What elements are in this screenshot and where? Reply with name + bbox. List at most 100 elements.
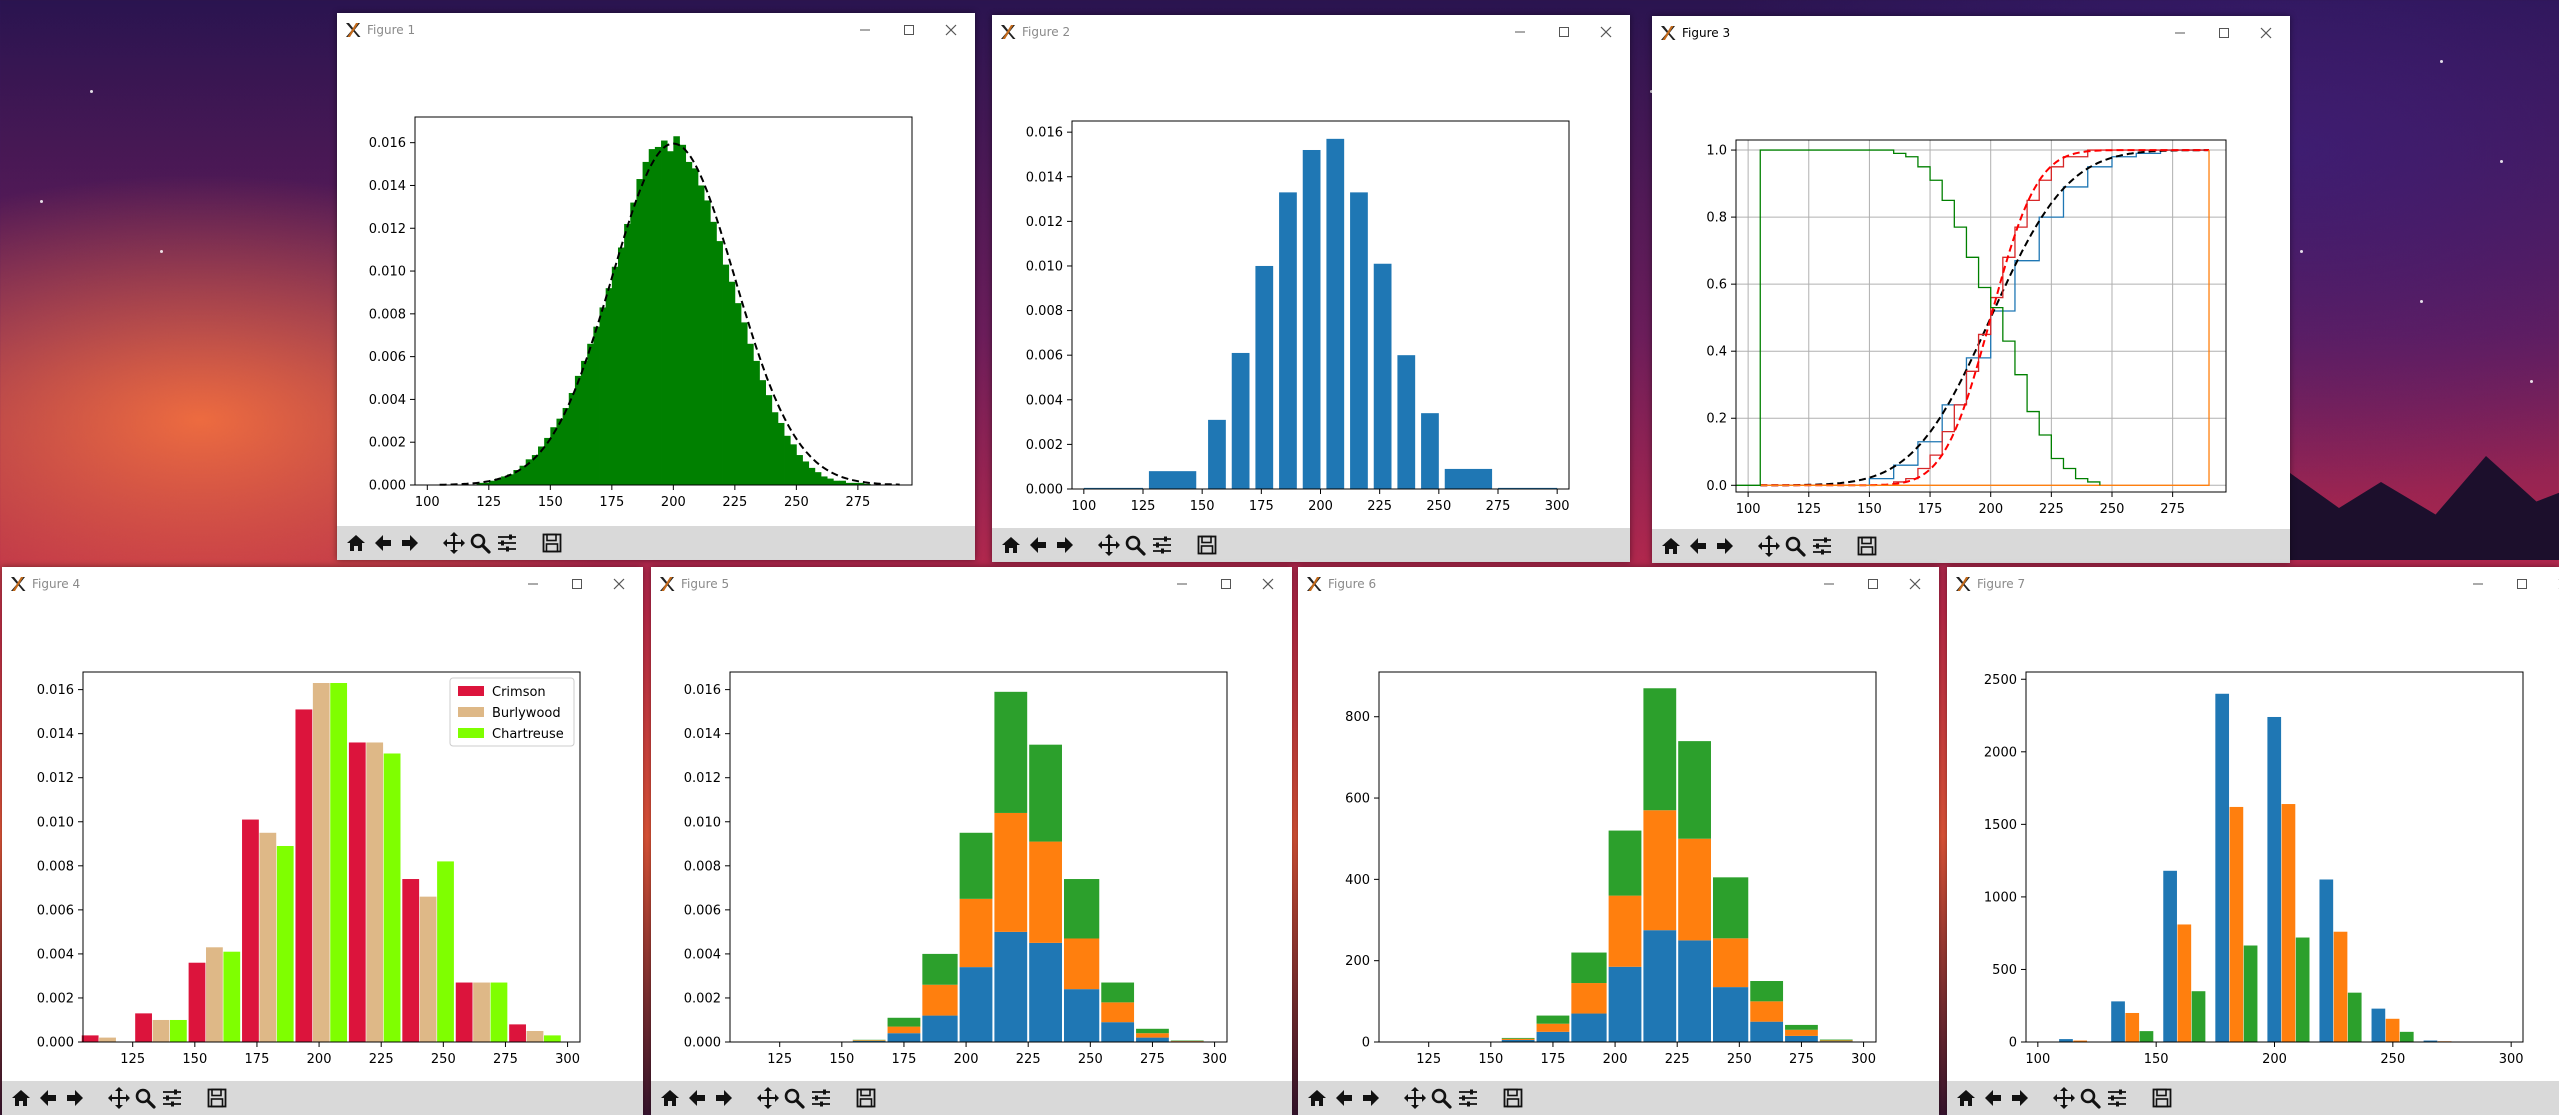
- home-button[interactable]: [1953, 1085, 1979, 1111]
- title-bar[interactable]: Figure 4: [2, 567, 643, 601]
- zoom-button[interactable]: [2077, 1085, 2103, 1111]
- maximize-button[interactable]: [557, 571, 597, 597]
- minimize-button[interactable]: [1809, 571, 1849, 597]
- configure-subplots-button[interactable]: [159, 1085, 185, 1111]
- maximize-button[interactable]: [1853, 571, 1893, 597]
- configure-subplots-button[interactable]: [2104, 1085, 2130, 1111]
- grouped-bar: [2295, 937, 2310, 1042]
- close-button[interactable]: [931, 17, 971, 43]
- stacked-bar-segment: [1819, 1040, 1853, 1042]
- back-button[interactable]: [1980, 1085, 2006, 1111]
- save-button[interactable]: [1500, 1085, 1526, 1111]
- back-button[interactable]: [1331, 1085, 1357, 1111]
- pan-button[interactable]: [1402, 1085, 1428, 1111]
- minimize-button[interactable]: [2458, 571, 2498, 597]
- figure-window-4[interactable]: Figure 4 Crimson Burlywood Chartreuse 125 150…: [2, 567, 643, 1115]
- figure-canvas[interactable]: 100 125 150 175 200 225 250 275 0.000 0.002 0.004 0…: [337, 47, 975, 526]
- title-bar[interactable]: Figure 3: [1652, 16, 2290, 50]
- maximize-button[interactable]: [1544, 19, 1584, 45]
- zoom-button[interactable]: [1782, 533, 1808, 559]
- forward-button[interactable]: [1712, 533, 1738, 559]
- pan-button[interactable]: [106, 1085, 132, 1111]
- configure-subplots-button[interactable]: [1149, 532, 1175, 558]
- save-button[interactable]: [204, 1085, 230, 1111]
- pan-button[interactable]: [755, 1085, 781, 1111]
- figure-canvas[interactable]: 125 150 175 200 225 250 275 300 0 200 400 600 800: [1298, 601, 1939, 1081]
- configure-subplots-button[interactable]: [808, 1085, 834, 1111]
- title-bar[interactable]: Figure 1: [337, 13, 975, 47]
- figure-canvas[interactable]: Crimson Burlywood Chartreuse 125 150 175 200 22…: [2, 601, 643, 1081]
- minimize-button[interactable]: [1500, 19, 1540, 45]
- forward-button[interactable]: [2007, 1085, 2033, 1111]
- save-button[interactable]: [1194, 532, 1220, 558]
- home-button[interactable]: [8, 1085, 34, 1111]
- pan-button[interactable]: [1096, 532, 1122, 558]
- figure-window-5[interactable]: Figure 5 125 150 175 200 225 250 275 300 0.000 0.0…: [651, 567, 1292, 1115]
- back-button[interactable]: [684, 1085, 710, 1111]
- maximize-button[interactable]: [2502, 571, 2542, 597]
- forward-button[interactable]: [1358, 1085, 1384, 1111]
- home-button[interactable]: [998, 532, 1024, 558]
- forward-button[interactable]: [397, 530, 423, 556]
- y-tick-label: 0.016: [684, 683, 721, 698]
- figure-window-7[interactable]: Figure 7 100 150 200 250 300 0 500 1000 1500 2000 2…: [1947, 567, 2559, 1115]
- configure-subplots-button[interactable]: [494, 530, 520, 556]
- pan-button[interactable]: [2051, 1085, 2077, 1111]
- zoom-button[interactable]: [781, 1085, 807, 1111]
- title-bar[interactable]: Figure 6: [1298, 567, 1939, 601]
- configure-subplots-button[interactable]: [1455, 1085, 1481, 1111]
- minimize-button[interactable]: [2160, 20, 2200, 46]
- y-tick-label: 0: [1362, 1036, 1370, 1051]
- close-button[interactable]: [1895, 571, 1935, 597]
- pan-button[interactable]: [441, 530, 467, 556]
- title-bar[interactable]: Figure 5: [651, 567, 1292, 601]
- save-button[interactable]: [853, 1085, 879, 1111]
- minimize-button[interactable]: [513, 571, 553, 597]
- save-button[interactable]: [2149, 1085, 2175, 1111]
- forward-button[interactable]: [62, 1085, 88, 1111]
- back-button[interactable]: [1025, 532, 1051, 558]
- figure-window-2[interactable]: Figure 2 100 125 150 175 200 225 250 275 300 0.000…: [992, 15, 1630, 562]
- save-button[interactable]: [539, 530, 565, 556]
- minimize-button[interactable]: [1162, 571, 1202, 597]
- plot-marks: [852, 691, 1204, 1042]
- title-bar[interactable]: Figure 2: [992, 15, 1630, 49]
- close-button[interactable]: [1586, 19, 1626, 45]
- navigation-toolbar: [1652, 529, 2290, 563]
- figure-window-3[interactable]: Figure 3 100 125 150 175 200 225 250 275 0.0 0.2 0.…: [1652, 16, 2290, 563]
- zoom-button[interactable]: [467, 530, 493, 556]
- configure-subplots-button[interactable]: [1809, 533, 1835, 559]
- close-button[interactable]: [2544, 571, 2559, 597]
- forward-button[interactable]: [711, 1085, 737, 1111]
- close-button[interactable]: [2246, 20, 2286, 46]
- figure-window-1[interactable]: Figure 1 100 125 150 175 200 225 250 275 0.000 0.0…: [337, 13, 975, 560]
- minimize-button[interactable]: [845, 17, 885, 43]
- back-button[interactable]: [1685, 533, 1711, 559]
- figure-canvas[interactable]: 100 125 150 175 200 225 250 275 0.0 0.2 0.4 0.6 0.8 1…: [1652, 50, 2290, 529]
- x-tick-label: 250: [431, 1052, 456, 1067]
- zoom-button[interactable]: [1428, 1085, 1454, 1111]
- close-button[interactable]: [599, 571, 639, 597]
- back-button[interactable]: [370, 530, 396, 556]
- figure-canvas[interactable]: 100 125 150 175 200 225 250 275 300 0.000 0.002 0.0…: [992, 49, 1630, 528]
- zoom-button[interactable]: [132, 1085, 158, 1111]
- home-button[interactable]: [1304, 1085, 1330, 1111]
- figure-canvas[interactable]: 100 150 200 250 300 0 500 1000 1500 2000 2500: [1947, 601, 2559, 1081]
- forward-button[interactable]: [1052, 532, 1078, 558]
- maximize-button[interactable]: [889, 17, 929, 43]
- figure-canvas[interactable]: 125 150 175 200 225 250 275 300 0.000 0.002 0.004 0…: [651, 601, 1292, 1081]
- home-button[interactable]: [1658, 533, 1684, 559]
- pan-button[interactable]: [1756, 533, 1782, 559]
- maximize-button[interactable]: [2204, 20, 2244, 46]
- zoom-button[interactable]: [1122, 532, 1148, 558]
- home-button[interactable]: [657, 1085, 683, 1111]
- stacked-bar-segment: [1750, 981, 1784, 1002]
- back-button[interactable]: [35, 1085, 61, 1111]
- title-bar[interactable]: Figure 7: [1947, 567, 2559, 601]
- close-button[interactable]: [1248, 571, 1288, 597]
- save-button[interactable]: [1854, 533, 1880, 559]
- home-button[interactable]: [343, 530, 369, 556]
- figure-window-6[interactable]: Figure 6 125 150 175 200 225 250 275 300 0 200 400 6…: [1298, 567, 1939, 1115]
- configure-subplots-icon: [1809, 534, 1835, 558]
- maximize-button[interactable]: [1206, 571, 1246, 597]
